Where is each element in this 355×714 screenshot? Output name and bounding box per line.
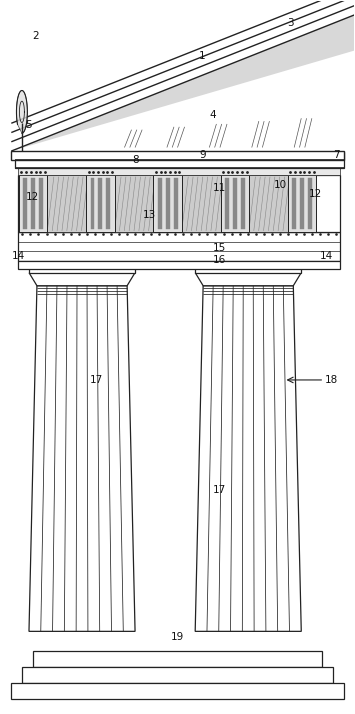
Bar xyxy=(47,175,86,232)
Polygon shape xyxy=(195,273,301,286)
Text: 17: 17 xyxy=(213,485,226,495)
Text: 17: 17 xyxy=(89,375,103,385)
Text: 15: 15 xyxy=(213,243,226,253)
Text: 14: 14 xyxy=(12,251,25,261)
Text: 5: 5 xyxy=(26,121,32,131)
Text: 8: 8 xyxy=(132,156,138,166)
Bar xyxy=(288,175,316,232)
Polygon shape xyxy=(29,286,135,631)
Polygon shape xyxy=(195,286,301,631)
Text: 14: 14 xyxy=(320,251,333,261)
Bar xyxy=(106,178,110,229)
Bar xyxy=(18,261,340,269)
Bar xyxy=(98,178,102,229)
Bar xyxy=(292,178,296,229)
Bar xyxy=(33,651,322,667)
Bar xyxy=(91,178,94,229)
Text: 11: 11 xyxy=(213,183,226,193)
Bar xyxy=(11,151,344,160)
Text: 12: 12 xyxy=(26,192,39,202)
Text: 19: 19 xyxy=(171,633,184,643)
Bar xyxy=(166,178,170,229)
Bar xyxy=(153,175,182,232)
Bar xyxy=(308,178,312,229)
Text: 7: 7 xyxy=(333,151,340,161)
Bar xyxy=(233,178,237,229)
Bar xyxy=(29,261,135,273)
Polygon shape xyxy=(11,15,354,151)
Polygon shape xyxy=(29,273,135,286)
Bar xyxy=(18,175,340,232)
Text: 3: 3 xyxy=(287,18,294,28)
Bar xyxy=(15,153,344,169)
Text: 10: 10 xyxy=(273,181,286,191)
Bar xyxy=(39,178,43,229)
Bar xyxy=(31,178,35,229)
Text: 18: 18 xyxy=(325,375,338,385)
Bar xyxy=(18,169,340,175)
Bar xyxy=(241,178,245,229)
Bar xyxy=(18,232,340,261)
Bar xyxy=(182,175,221,232)
Text: 12: 12 xyxy=(309,189,322,199)
Text: 4: 4 xyxy=(209,111,216,121)
Bar xyxy=(158,178,162,229)
Text: 1: 1 xyxy=(199,51,206,61)
Bar xyxy=(115,175,153,232)
Bar xyxy=(300,178,304,229)
Text: 13: 13 xyxy=(143,211,156,221)
Text: 9: 9 xyxy=(199,151,206,161)
Bar xyxy=(174,178,178,229)
Bar xyxy=(225,178,229,229)
Bar xyxy=(11,683,344,699)
Bar xyxy=(221,175,249,232)
Bar xyxy=(195,261,301,273)
Bar xyxy=(86,175,115,232)
Bar xyxy=(23,178,27,229)
Bar xyxy=(19,175,47,232)
Polygon shape xyxy=(16,91,27,134)
Text: 16: 16 xyxy=(213,255,226,265)
Bar xyxy=(22,667,333,683)
Text: 2: 2 xyxy=(33,31,39,41)
Bar xyxy=(249,175,288,232)
